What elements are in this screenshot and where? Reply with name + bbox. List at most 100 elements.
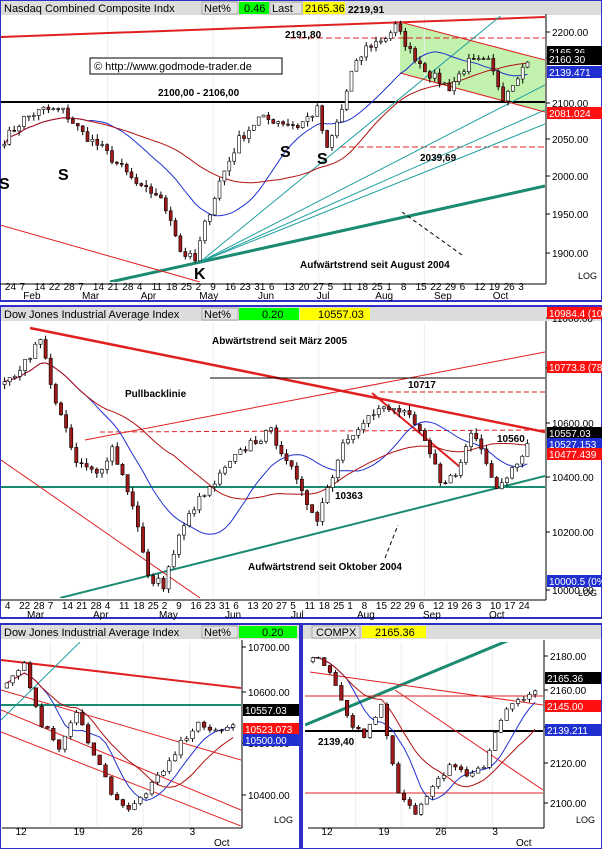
compx-annot-level: 2139,40 xyxy=(318,737,355,748)
nasdaq-candle xyxy=(354,58,359,72)
dow-x-day-label: 24 xyxy=(519,601,531,612)
dow-candle xyxy=(274,424,279,450)
nasdaq-x-day-label: 6 xyxy=(460,282,466,293)
nasdaq-candle-body xyxy=(144,185,148,187)
dow-candle-body xyxy=(366,415,371,424)
dow-x-month-label: Mar xyxy=(27,610,45,621)
dow-candle-body xyxy=(387,406,391,410)
dow-candle xyxy=(197,492,202,514)
nasdaq-x-month-label: May xyxy=(199,291,218,302)
nasdaq-candle-body xyxy=(276,121,281,124)
dow-candle xyxy=(18,365,22,381)
nasdaq-annot-zone: 2100,00 - 2106,00 xyxy=(158,88,240,99)
dow-candle xyxy=(38,338,43,349)
nasdaq-candle-body xyxy=(310,115,315,118)
nasdaq-x-month-label: Oct xyxy=(493,291,509,302)
dow-short-candle-body xyxy=(109,776,114,795)
dow-short-ma-short xyxy=(6,672,234,802)
dow-candle-body xyxy=(269,427,274,431)
dow-pullback-line xyxy=(84,351,545,441)
nasdaq-candle xyxy=(159,191,163,199)
nasdaq-net-value: 0.46 xyxy=(244,3,265,15)
nasdaq-candle xyxy=(266,112,271,125)
dow-candle xyxy=(448,473,453,484)
nasdaq-candle-body xyxy=(217,180,222,199)
nasdaq-candle-body xyxy=(242,135,246,139)
dow-downtrend-line xyxy=(29,326,545,434)
dow-candle-body xyxy=(120,464,125,475)
compx-candle-body xyxy=(498,719,504,733)
dow-x-day-label: 15 xyxy=(376,601,388,612)
nasdaq-candle-body xyxy=(320,105,325,131)
nasdaq-candle xyxy=(315,103,320,117)
dow-uptrend-line xyxy=(59,475,545,598)
nasdaq-scale-label: LOG xyxy=(578,271,597,281)
nasdaq-candle-body xyxy=(178,235,183,252)
compx-red-2 xyxy=(309,671,543,706)
dow-short-candle-body xyxy=(190,730,195,739)
dow-candle-body xyxy=(146,551,151,576)
nasdaq-fan-1 xyxy=(199,16,502,263)
dow-candle xyxy=(89,465,94,474)
nasdaq-candle-body xyxy=(339,109,344,123)
compx-candle-body xyxy=(481,767,486,769)
dow-candle xyxy=(74,442,79,468)
nasdaq-candle-body xyxy=(403,31,408,47)
dow-short-candle-body xyxy=(167,760,172,772)
nasdaq-x-day-label: 14 xyxy=(34,282,46,293)
nasdaq-candle xyxy=(408,42,413,54)
nasdaq-candle-body xyxy=(227,160,232,172)
nasdaq-candle xyxy=(115,161,119,166)
dow-candle-body xyxy=(125,474,130,493)
dow-x-day-label: 22 xyxy=(390,601,402,612)
nasdaq-candle xyxy=(300,121,305,129)
nasdaq-candle-body xyxy=(66,107,70,120)
dow-candle-body xyxy=(38,339,43,345)
nasdaq-panel: Nasdaq Combined Composite Indx Net% 0.46… xyxy=(0,0,602,302)
dow-candle-body xyxy=(141,526,145,553)
nasdaq-x-day-label: 1 xyxy=(386,282,392,293)
nasdaq-candle xyxy=(413,46,417,64)
dow-short-candle-body xyxy=(22,662,27,671)
dow-x-day-label: 4 xyxy=(5,601,11,612)
dow-candle xyxy=(110,444,115,466)
compx-candle xyxy=(316,656,321,660)
nasdaq-x-day-label: 20 xyxy=(298,282,310,293)
nasdaq-last-value: 2165.36 xyxy=(305,3,345,15)
compx-candle-body xyxy=(527,694,532,700)
nasdaq-candle-body xyxy=(335,121,339,137)
dow-candle xyxy=(453,473,458,478)
nasdaq-candle xyxy=(188,250,192,260)
compx-candle-body xyxy=(441,775,447,779)
dow-candle-body xyxy=(371,414,376,416)
dow-short-price-label-box xyxy=(243,723,299,735)
nasdaq-candle xyxy=(31,112,36,121)
dow-candle-body xyxy=(64,414,69,429)
dow-x-day-label: 25 xyxy=(148,601,160,612)
nasdaq-candle-body xyxy=(413,48,417,62)
dow-candle xyxy=(428,437,432,459)
dow-x-day-label: 13 xyxy=(247,601,259,612)
nasdaq-candle-body xyxy=(31,115,36,117)
nasdaq-candle xyxy=(110,146,114,165)
dow-x-day-label: 6 xyxy=(419,601,425,612)
dow-net-value: 0.20 xyxy=(262,309,283,321)
dow-candle xyxy=(48,353,53,389)
dow-candle xyxy=(412,411,417,426)
dow-candle-body xyxy=(7,377,12,383)
dow-short-candle xyxy=(51,726,56,742)
compx-candle-body xyxy=(430,786,435,797)
dow-x-day-label: 18 xyxy=(133,601,145,612)
nasdaq-channel-top xyxy=(399,21,545,61)
nasdaq-candle-body xyxy=(476,58,481,60)
compx-candle xyxy=(407,797,412,809)
dow-candle xyxy=(33,342,38,359)
dow-candle-body xyxy=(43,339,48,359)
nasdaq-x-day-label: 31 xyxy=(254,282,266,293)
nasdaq-candle xyxy=(359,55,364,66)
nasdaq-channel-bottom xyxy=(399,72,545,113)
compx-candle-body xyxy=(464,769,469,777)
dow-candle-body xyxy=(438,463,443,484)
nasdaq-candle xyxy=(442,81,447,85)
dow-short-candle-body xyxy=(74,712,79,724)
